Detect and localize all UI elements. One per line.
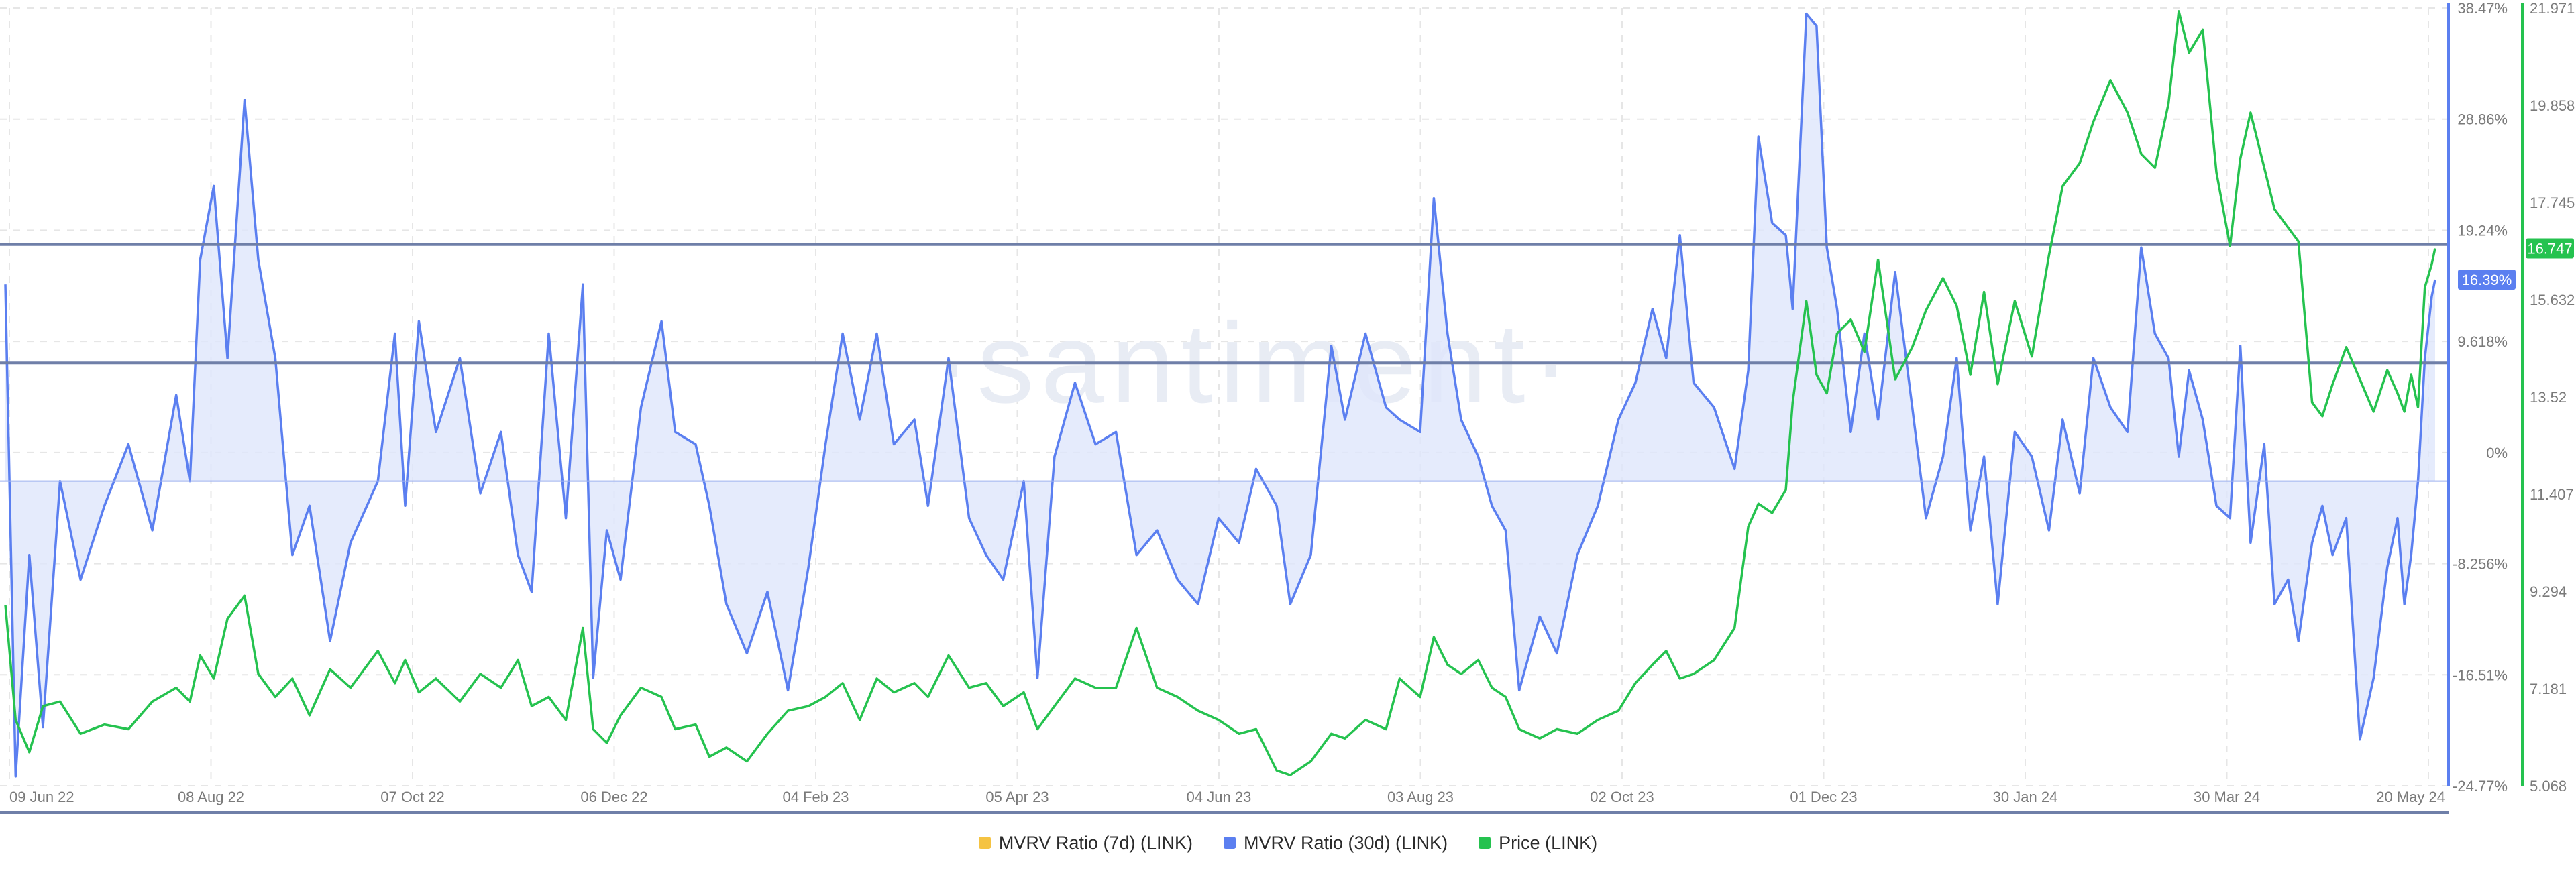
- legend-label-price: Price (LINK): [1499, 832, 1598, 853]
- x-tick-label: 03 Aug 23: [1387, 789, 1454, 805]
- legend-swatch-mvrv-30d: [1223, 837, 1236, 849]
- left-axis-tick: -16.51%: [2453, 666, 2508, 683]
- x-tick-label: 20 May 24: [2376, 789, 2445, 805]
- x-tick-label: 05 Apr 23: [985, 789, 1049, 805]
- x-tick-label: 04 Jun 23: [1187, 789, 1252, 805]
- mvrv-30d-line: [4, 12, 2436, 778]
- series-layer: [0, 10, 2449, 778]
- right-axis-tick: 19.858: [2530, 97, 2575, 114]
- right-axis-tick: 15.632: [2530, 292, 2575, 308]
- right-axis-tick: 13.52: [2530, 389, 2567, 406]
- right-axis-tick: 9.294: [2530, 583, 2567, 600]
- legend-label-mvrv-7d: MVRV Ratio (7d) (LINK): [998, 832, 1193, 853]
- right-axis-tick: 21.971: [2530, 0, 2575, 17]
- x-tick-label: 04 Feb 23: [782, 789, 849, 805]
- x-tick-label: 30 Mar 24: [2194, 789, 2260, 805]
- legend-item-mvrv-30d[interactable]: MVRV Ratio (30d) (LINK): [1223, 832, 1448, 854]
- legend-swatch-mvrv-7d: [978, 837, 991, 849]
- left-axis-tick: -8.256%: [2453, 556, 2508, 573]
- x-tick-label: 09 Jun 22: [9, 789, 74, 805]
- x-tick-label: 02 Oct 23: [1590, 789, 1654, 805]
- price-line: [4, 10, 2436, 776]
- legend-item-mvrv-7d[interactable]: MVRV Ratio (7d) (LINK): [978, 832, 1193, 854]
- right-axis-tick: 17.745: [2530, 194, 2575, 211]
- left-axis-tick: 0%: [2486, 445, 2508, 461]
- right-axis-tick: 7.181: [2530, 681, 2567, 697]
- x-tick-label: 30 Jan 24: [1993, 789, 2058, 805]
- right-axis-tick: 5.068: [2530, 778, 2567, 795]
- legend-item-price[interactable]: Price (LINK): [1479, 833, 1597, 854]
- legend-swatch-price: [1479, 837, 1491, 849]
- price-value-badge: 16.747: [2527, 241, 2572, 257]
- left-axis-tick: 19.24%: [2457, 222, 2508, 239]
- price-value-badge-bg: [2526, 238, 2574, 259]
- left-axis-tick: -24.77%: [2453, 778, 2508, 795]
- axis-layer: 09 Jun 22 08 Aug 22 07 Oct 22 06 Dec 22 04 F…: [0, 0, 2575, 814]
- right-axis-tick: 11.407: [2530, 486, 2574, 503]
- x-tick-label: 07 Oct 22: [380, 789, 444, 805]
- left-axis-tick: 38.47%: [2457, 0, 2508, 17]
- legend: MVRV Ratio (7d) (LINK) MVRV Ratio (30d) …: [0, 826, 2576, 860]
- x-tick-label: 08 Aug 22: [178, 789, 244, 805]
- x-tick-label: 01 Dec 23: [1790, 789, 1857, 805]
- legend-label-mvrv-30d: MVRV Ratio (30d) (LINK): [1243, 832, 1448, 853]
- left-axis-tick: 28.86%: [2457, 111, 2508, 128]
- left-axis-tick: 9.618%: [2457, 333, 2508, 350]
- mvrv-value-badge-bg: [2458, 270, 2516, 290]
- mvrv-value-badge: 16.39%: [2462, 272, 2512, 288]
- x-tick-label: 06 Dec 22: [580, 789, 647, 805]
